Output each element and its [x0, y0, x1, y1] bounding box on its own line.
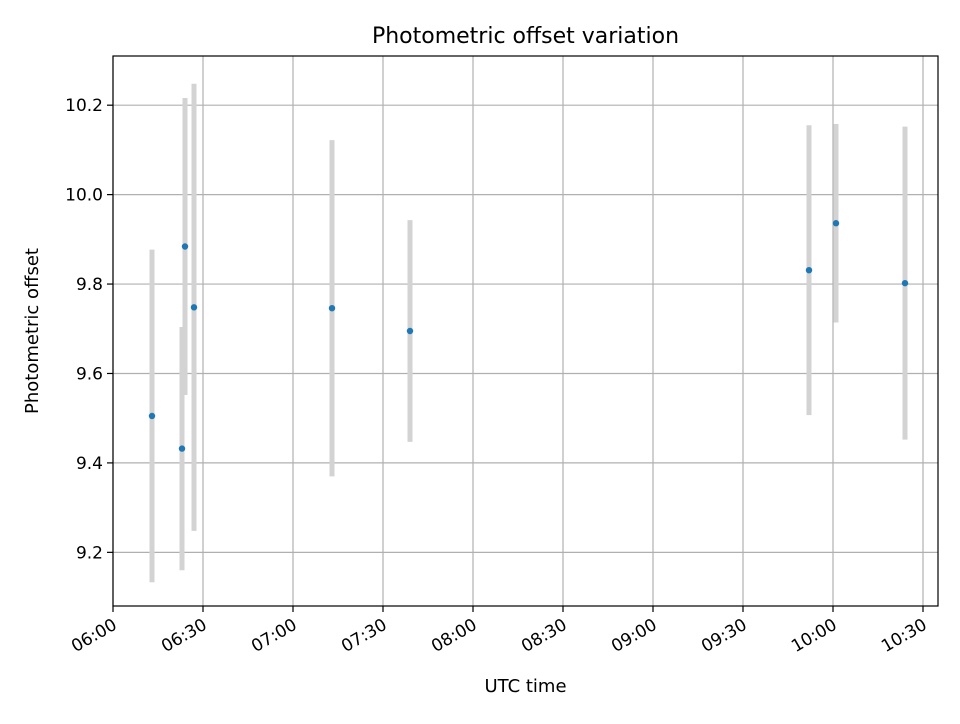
x-tick-label: 07:30: [338, 615, 390, 657]
y-tick-label: 9.8: [76, 275, 103, 295]
x-tick-label: 09:30: [698, 615, 750, 657]
y-tick-label: 10.0: [65, 186, 103, 206]
x-tick-label: 10:00: [788, 615, 840, 657]
x-axis-label: UTC time: [484, 676, 566, 697]
x-tick-label: 09:00: [608, 615, 660, 657]
y-axis-label: Photometric offset: [22, 248, 43, 414]
y-axis-ticks: 9.2 9.4 9.6 9.8 10.0 10.2: [65, 96, 113, 563]
grid-layer: [112, 56, 938, 606]
y-tick-label: 9.6: [76, 364, 103, 384]
x-axis-ticks: 06:00 06:30 07:00 07:30 08:00 08:30 09:00 09:30…: [68, 606, 931, 657]
y-tick-label: 9.2: [76, 543, 103, 563]
data-point: [178, 445, 186, 452]
x-tick-label: 06:30: [158, 615, 210, 657]
x-tick-label: 06:00: [68, 615, 120, 657]
x-tick-label: 08:00: [428, 615, 480, 657]
data-point: [148, 412, 156, 420]
data-point: [181, 243, 189, 250]
x-tick-label: 07:00: [248, 615, 300, 657]
point-layer: [148, 220, 909, 452]
x-tick-label: 08:30: [518, 615, 570, 657]
errorbar-layer: [149, 83, 908, 583]
data-point: [805, 266, 813, 274]
data-point: [190, 304, 198, 311]
data-point: [406, 327, 414, 335]
data-point: [901, 279, 909, 287]
x-tick-label: 10:30: [878, 615, 930, 657]
chart-title: Photometric offset variation: [372, 24, 679, 49]
data-point: [832, 220, 840, 227]
y-tick-label: 9.4: [76, 454, 103, 474]
plot-frame: [112, 55, 939, 607]
data-point: [328, 304, 336, 312]
y-tick-label: 10.2: [65, 96, 103, 116]
